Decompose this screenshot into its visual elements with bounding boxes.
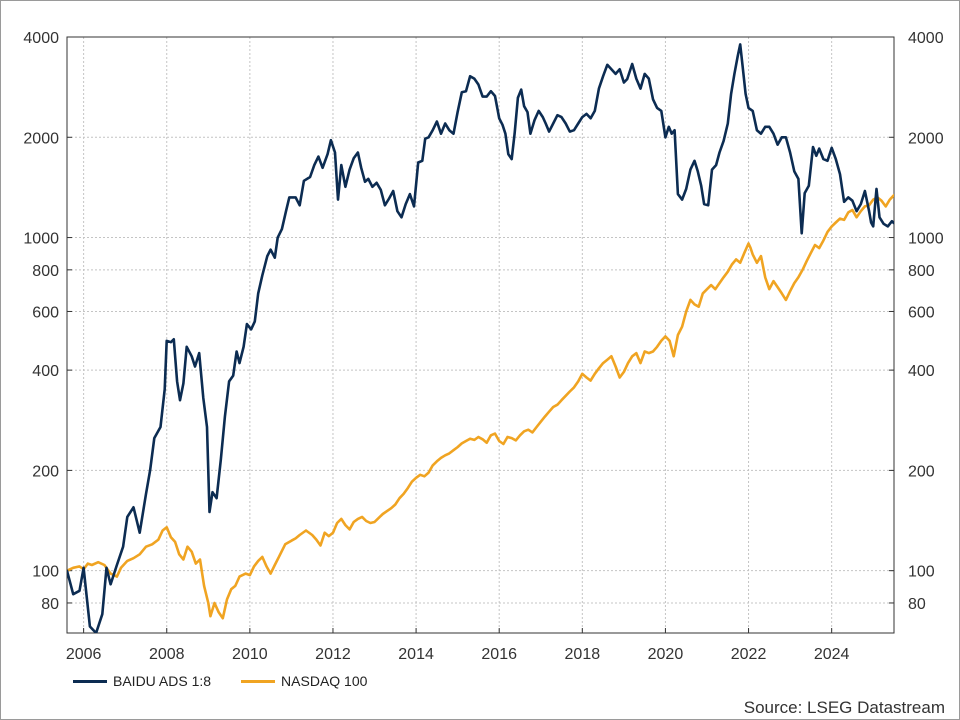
y-tick-label-left: 2000 [23, 130, 59, 147]
y-tick-label-right: 1000 [908, 231, 944, 248]
y-tick-label-left: 800 [32, 263, 59, 280]
y-tick-label-right: 600 [908, 304, 935, 321]
y-tick-label-right: 800 [908, 263, 935, 280]
legend-swatch-nasdaq [241, 679, 276, 683]
legend-label-baidu: BAIDU ADS 1:8 [113, 673, 212, 689]
y-tick-label-right: 100 [908, 564, 935, 581]
x-tick-label: 2022 [731, 646, 767, 663]
x-tick-label: 2010 [232, 646, 268, 663]
y-tick-label-left: 100 [32, 564, 59, 581]
x-tick-label: 2024 [814, 646, 850, 663]
y-tick-label-right: 80 [908, 596, 926, 613]
legend: BAIDU ADS 1:8 NASDAQ 100 [73, 673, 397, 689]
x-tick-label: 2020 [648, 646, 684, 663]
source-note: Source: LSEG Datastream [743, 698, 945, 717]
plot-border [66, 36, 895, 634]
x-tick-label: 2014 [398, 646, 434, 663]
x-tick-label: 2006 [66, 646, 102, 663]
x-tick-label: 2008 [149, 646, 185, 663]
legend-label-nasdaq: NASDAQ 100 [281, 673, 368, 689]
y-tick-label-left: 80 [41, 596, 59, 613]
legend-item-nasdaq: NASDAQ 100 [241, 673, 367, 689]
x-tick-label: 2016 [481, 646, 517, 663]
y-tick-label-right: 200 [908, 463, 935, 480]
y-tick-label-left: 400 [32, 363, 59, 380]
y-tick-label-left: 4000 [23, 30, 59, 47]
series-line-baidu [67, 43, 894, 633]
y-tick-label-left: 600 [32, 304, 59, 321]
y-tick-label-right: 2000 [908, 130, 944, 147]
series-line-nasdaq [67, 193, 894, 620]
x-tick-label: 2012 [315, 646, 351, 663]
legend-item-baidu: BAIDU ADS 1:8 [73, 673, 211, 689]
x-tick-label: 2018 [565, 646, 601, 663]
y-tick-label-left: 1000 [23, 231, 59, 248]
y-tick-label-left: 200 [32, 463, 59, 480]
y-tick-label-right: 400 [908, 363, 935, 380]
y-tick-label-right: 4000 [908, 30, 944, 47]
legend-swatch-baidu [73, 679, 107, 683]
